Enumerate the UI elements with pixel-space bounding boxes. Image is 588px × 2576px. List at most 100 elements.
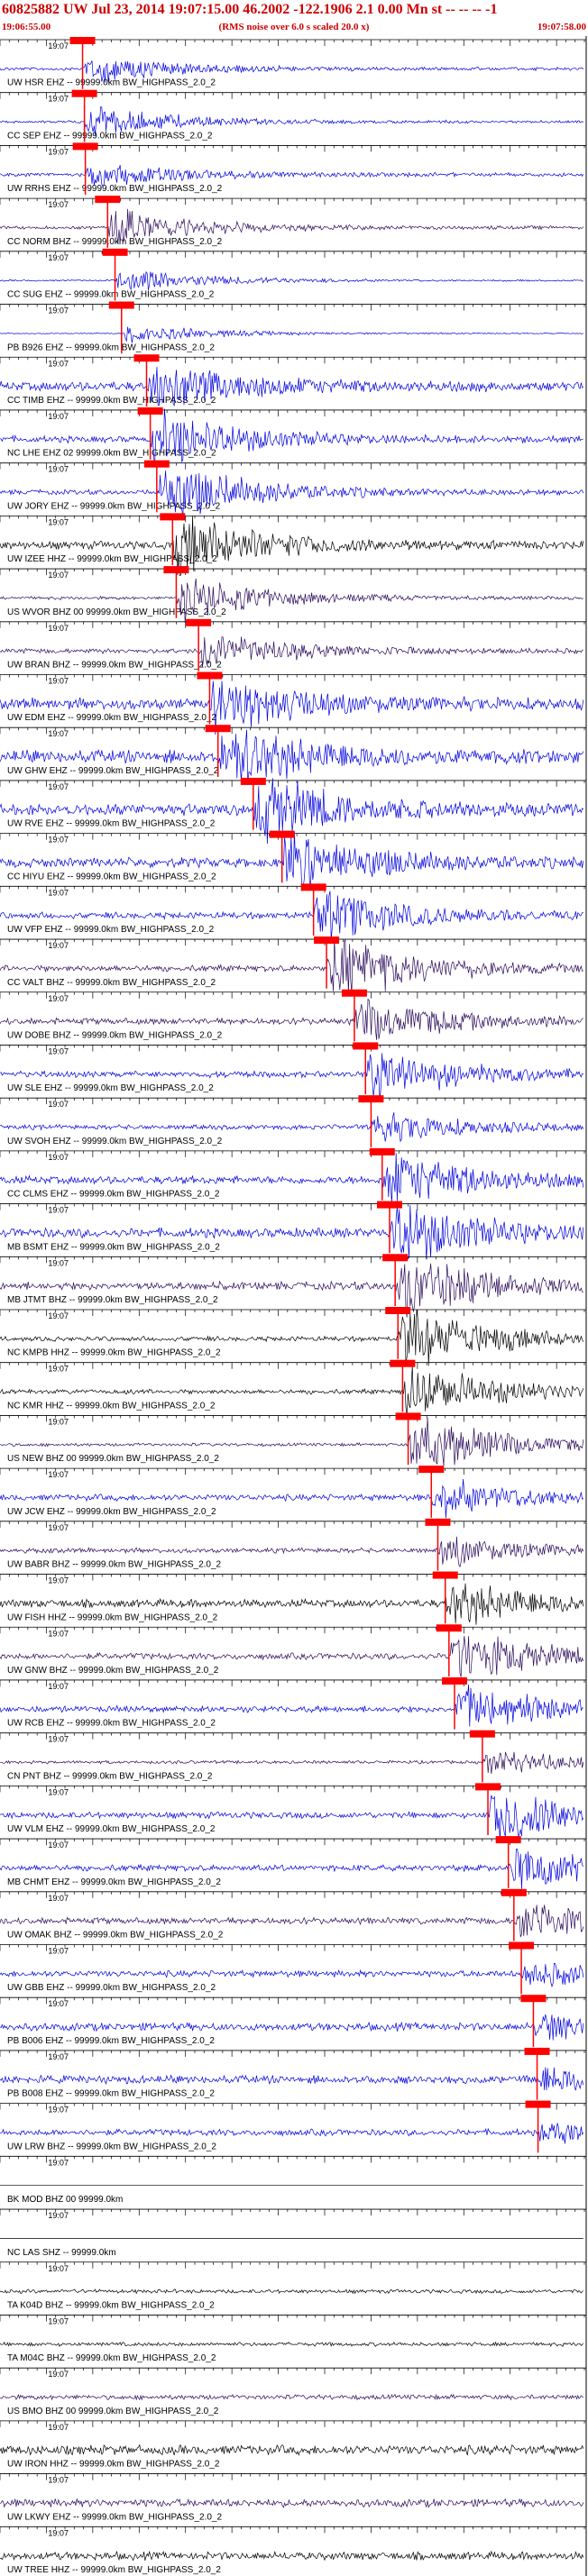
trace: 19:07 US BMO BHZ 00 99999.0km BW_HIGHPASS…: [0, 2367, 586, 2416]
trace-label: UW RCB EHZ -- 99999.0km BW_HIGHPASS_2.0_…: [7, 1719, 216, 1729]
tick-label: 19:07: [48, 782, 69, 791]
trace: 19:07 BK MOD BHZ 00 99999.0km: [0, 2155, 586, 2205]
trace: 19:07 TA K04D BHZ -- 99999.0km BW_HIGHPAS…: [0, 2261, 586, 2310]
trace: 19:07 UW JCW EHZ -- 99999.0km BW_HIGHPASS…: [0, 1466, 586, 1519]
waveform-line: [0, 681, 584, 735]
waveform-line: [0, 1583, 584, 1625]
tick-label: 19:07: [48, 1787, 69, 1796]
pick-marker: [341, 989, 367, 997]
trace-label: PB B006 EHZ -- 99999.0km BW_HIGHPASS_2.0…: [7, 2036, 215, 2046]
tick-label: 19:07: [48, 2528, 69, 2537]
tick-label: 19:07: [48, 1947, 69, 1956]
trace: 19:07 MB JTMT BHZ -- 99999.0km BW_HIGHPAS…: [0, 1254, 586, 1318]
trace: 19:07 UW VLM EHZ -- 99999.0km BW_HIGHPASS…: [0, 1783, 586, 1842]
trace: 19:07 CC CLMS EHZ -- 99999.0km BW_HIGHPAS…: [0, 1147, 586, 1204]
tick-label: 19:07: [48, 1258, 69, 1267]
trace: 19:07 US WVOR BHZ 00 99999.0km BW_HIGHPAS…: [0, 566, 586, 623]
pick-marker: [137, 406, 163, 415]
trace-label: MB CHMT EHZ -- 99999.0km BW_HIGHPASS_2.0…: [7, 1877, 221, 1887]
tick-label: 19:07: [48, 2264, 69, 2273]
trace: 19:07 UW SVOH EHZ -- 99999.0km BW_HIGHPAS…: [0, 1095, 586, 1147]
pick-marker: [501, 1888, 527, 1896]
trace: 19:07 NC LAS SHZ -- 99999.0km: [0, 2208, 586, 2258]
pick-marker: [108, 301, 134, 309]
pick-marker: [69, 37, 96, 44]
scaling-note: (RMS noise over 6.0 s scaled 20.0 x): [218, 22, 370, 32]
trace: 19:07 PB B926 EHZ -- 99999.0km BW_HIGHPAS…: [0, 301, 586, 354]
tick-label: 19:07: [48, 2211, 69, 2220]
trace: 19:07 UW RCB EHZ -- 99999.0km BW_HIGHPASS…: [0, 1676, 586, 1730]
trace-label: MB BSMT EHZ -- 99999.0km BW_HIGHPASS_2.0…: [7, 1242, 220, 1252]
tick-label: 19:07: [48, 517, 69, 526]
waveform-line: [0, 2341, 584, 2347]
waveform-line: [0, 1962, 584, 1988]
start-time: 19:06:55.00: [2, 22, 51, 32]
pick-marker: [71, 89, 97, 97]
tick-label: 19:07: [48, 1735, 69, 1744]
trace: 19:07 CC VALT BHZ -- 99999.0km BW_HIGHPAS…: [0, 936, 586, 995]
waveform-line: [0, 778, 584, 845]
trace-label: UW DOBE BHZ -- 99999.0km BW_HIGHPASS_2.0…: [7, 1030, 223, 1040]
trace: 19:07 UW JORY EHZ -- 99999.0km BW_HIGHPAS…: [0, 460, 586, 518]
waveform-line: [0, 1684, 583, 1727]
waveform-line: [0, 2067, 584, 2091]
trace-label: TA K04D BHZ -- 99999.0km BW_HIGHPASS_2.0…: [7, 2300, 215, 2310]
pick-marker: [314, 936, 340, 945]
tick-label: 19:07: [48, 1365, 69, 1374]
waveform-line: [0, 470, 584, 518]
tick-label: 19:07: [48, 1523, 69, 1532]
tick-label: 19:07: [48, 624, 69, 633]
trace: 19:07 US NEW BHZ 00 99999.0km BW_HIGHPASS…: [0, 1412, 586, 1466]
trace: 19:07 CC TIMB EHZ -- 99999.0km BW_HIGHPAS…: [0, 354, 586, 406]
trace: 19:07 CC SUG EHZ -- 99999.0km BW_HIGHPASS…: [0, 248, 586, 301]
trace-label: UW GBB EHZ -- 99999.0km BW_HIGHPASS_2.0_…: [7, 1983, 216, 1993]
trace-label: TA M04C BHZ -- 99999.0km BW_HIGHPASS_2.0…: [7, 2353, 216, 2363]
waveform-line: [0, 1153, 584, 1204]
waveform-line: [0, 208, 584, 244]
pick-marker: [418, 1466, 445, 1474]
end-time: 19:07:58.00: [537, 22, 586, 32]
pick-marker: [160, 513, 186, 521]
trace-label: CC HIYU EHZ -- 99999.0km BW_HIGHPASS_2.0…: [7, 872, 216, 882]
trace-label: UW JORY EHZ -- 99999.0km BW_HIGHPASS_2.0…: [7, 501, 221, 511]
tick-label: 19:07: [48, 200, 69, 209]
trace: 19:07 CC NORM BHZ -- 99999.0km BW_HIGHPAS…: [0, 196, 586, 248]
pick-marker: [382, 1254, 409, 1262]
trace-label: PB B926 EHZ -- 99999.0km BW_HIGHPASS_2.0…: [7, 343, 215, 352]
pick-marker: [102, 248, 128, 256]
waveform-line: [0, 2014, 584, 2041]
waveform-line: [0, 2550, 584, 2562]
trace-label: UW IZEE HHZ -- 99999.0km BW_HIGHPASS_2.0…: [7, 554, 217, 564]
trace-label: NC KMPB HHZ -- 99999.0km BW_HIGHPASS_2.0…: [7, 1348, 221, 1358]
trace-label: UW HSR EHZ -- 99999.0km BW_HIGHPASS_2.0_…: [7, 78, 216, 88]
tick-label: 19:07: [48, 1682, 69, 1691]
pick-marker: [524, 2047, 550, 2055]
waveform-line: [0, 2444, 584, 2456]
tick-label: 19:07: [48, 2052, 69, 2061]
tick-label: 19:07: [48, 677, 69, 686]
trace-label: UW LKWY EHZ -- 99999.0km BW_HIGHPASS_2.0…: [7, 2512, 222, 2522]
waveform-line: [0, 270, 583, 291]
trace-label: UW TREE HHZ -- 99999.0km BW_HIGHPASS_2.0…: [7, 2565, 221, 2575]
tick-label: 19:07: [48, 147, 69, 156]
pick-marker: [442, 1676, 467, 1685]
waveform-line: [0, 165, 584, 187]
pick-marker: [197, 671, 223, 680]
tick-label: 19:07: [48, 359, 69, 368]
trace-label: UW VLM EHZ -- 99999.0km BW_HIGHPASS_2.0_…: [7, 1824, 216, 1834]
trace-label: NC LHE EHZ 02 99999.0km BW_HIGHPASS_2.0_…: [7, 449, 216, 459]
trace-label: UW FISH HHZ -- 99999.0km BW_HIGHPASS_2.0…: [7, 1612, 218, 1622]
tick-label: 19:07: [48, 2316, 69, 2325]
tick-label: 19:07: [48, 1576, 69, 1585]
trace-label: UW RRHS EHZ -- 99999.0km BW_HIGHPASS_2.0…: [7, 184, 223, 194]
trace: 19:07 UW GNW BHZ -- 99999.0km BW_HIGHPASS…: [0, 1624, 586, 1677]
trace-label: CN PNT BHZ -- 99999.0km BW_HIGHPASS_2.0_…: [7, 1771, 213, 1781]
trace: 19:07 NC KMPB HHZ -- 99999.0km BW_HIGHPAS…: [0, 1307, 586, 1366]
waveform-line: [0, 998, 584, 1040]
tick-label: 19:07: [48, 1311, 69, 1320]
waveform-line: [0, 938, 583, 995]
trace: 19:07 NC LHE EHZ 02 99999.0km BW_HIGHPASS…: [0, 406, 586, 465]
trace-label: CC TIMB EHZ -- 99999.0km BW_HIGHPASS_2.0…: [7, 396, 216, 406]
trace: 19:07 UW SLE EHZ -- 99999.0km BW_HIGHPASS…: [0, 1042, 586, 1101]
pick-marker: [390, 1359, 416, 1367]
